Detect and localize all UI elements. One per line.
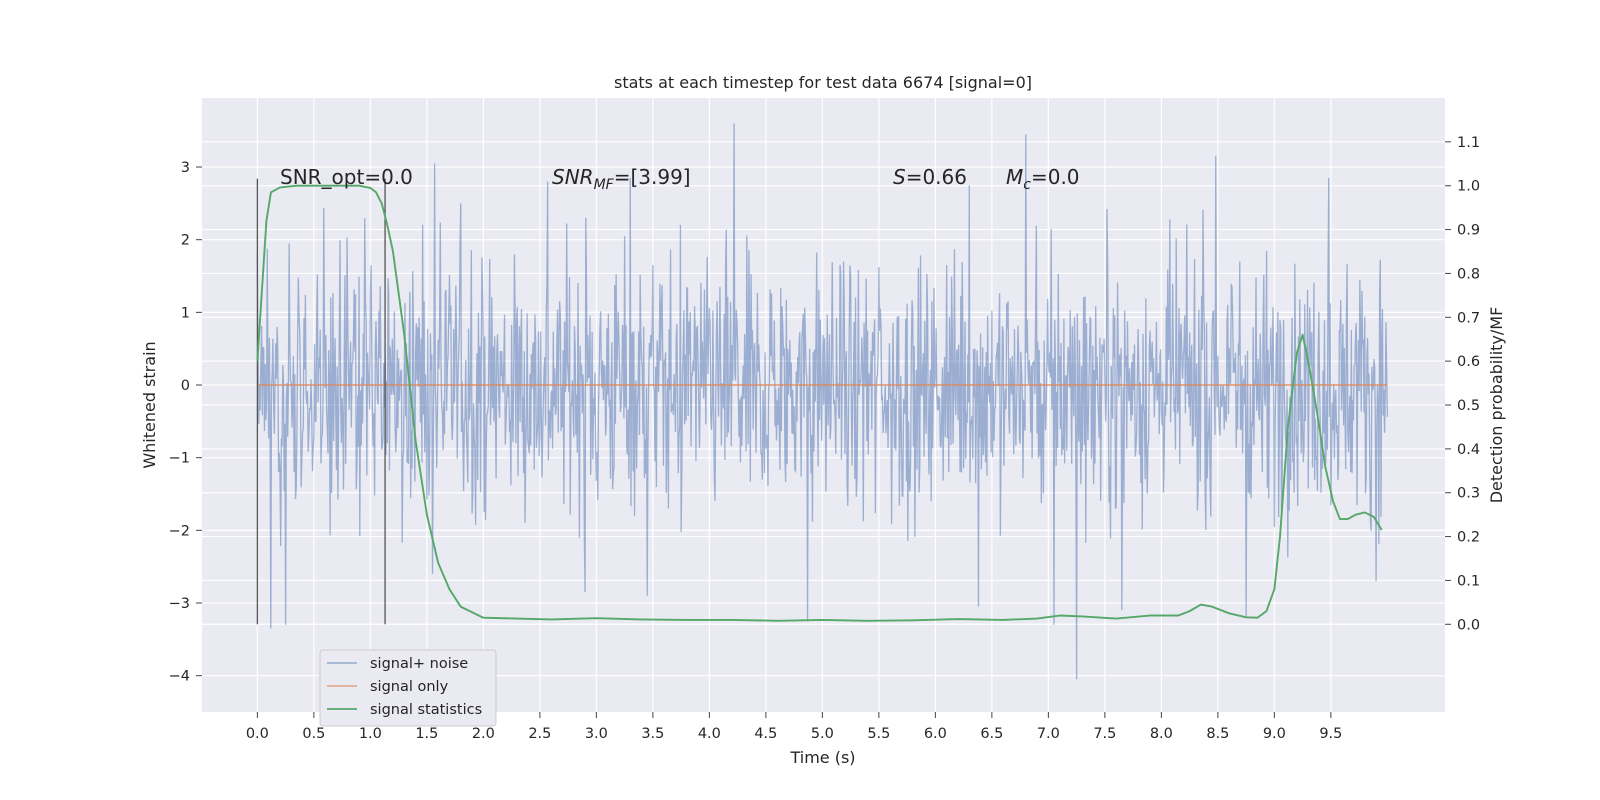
y-right-tick-label: 0.7 [1457,310,1480,326]
x-tick-label: 1.5 [415,726,438,742]
x-tick-label: 6.5 [980,726,1003,742]
legend: signal+ noise signal only signal statist… [319,649,497,727]
x-tick-label: 9.5 [1319,726,1342,742]
x-tick-label: 3.5 [641,726,664,742]
x-tick-label: 5.0 [811,726,834,742]
x-tick-label: 0.5 [302,726,325,742]
annotation-snr-opt: SNR_opt=0.0 [280,165,413,189]
y-right-tick-label: 1.1 [1457,135,1480,151]
x-tick-label: 3.0 [585,726,608,742]
annotation-s: S=0.66 [893,165,967,189]
y-right-tick-label: 1.0 [1457,179,1480,195]
y-right-tick-label: 0.1 [1457,573,1480,589]
x-tick-label: 8.5 [1206,726,1229,742]
x-tick-label: 2.0 [472,726,495,742]
y-left-tick-label: −1 [169,451,190,467]
x-axis-label: Time (s) [789,748,855,767]
chart-title: stats at each timestep for test data 667… [614,73,1032,92]
y-left-tick-label: 3 [181,160,190,176]
y-right-tick-label: 0.8 [1457,266,1480,282]
x-tick-label: 8.0 [1150,726,1173,742]
x-tick-label: 1.0 [359,726,382,742]
legend-label-signal-only: signal only [370,679,449,695]
x-tick-label: 5.5 [867,726,890,742]
y-left-tick-label: −4 [169,669,190,685]
y-right-tick-label: 0.2 [1457,530,1480,546]
legend-label-signal-statistics: signal statistics [370,702,482,718]
legend-label-signal-plus-noise: signal+ noise [370,656,468,672]
signal-statistics-line [256,184,1383,622]
annotation-mc: Mc=0.0 [1006,165,1080,193]
y-left-tick-label: −3 [169,596,190,612]
x-tick-label: 0.0 [246,726,269,742]
x-tick-label: 4.0 [698,726,721,742]
y-axis-left-label: Whitened strain [140,341,159,468]
y-right-tick-label: 0.5 [1457,398,1480,414]
legend-box [319,649,497,727]
tick-labels: 0.0 0.5 1.0 1.5 2.0 2.5 3.0 3.5 4.0 4.5 5.0 5.5 6.0 6… [169,135,1480,742]
y-left-tick-label: −2 [169,523,190,539]
x-tick-label: 2.5 [528,726,551,742]
y-right-tick-label: 0.4 [1457,442,1480,458]
y-right-tick-label: 0.0 [1457,617,1480,633]
series-signal-statistics [256,184,1383,622]
y-left-tick-label: 2 [181,233,190,249]
x-tick-label: 7.0 [1037,726,1060,742]
grid-lines [202,98,1445,712]
x-tick-label: 7.5 [1093,726,1116,742]
x-tick-label: 4.5 [754,726,777,742]
y-right-tick-label: 0.9 [1457,223,1480,239]
y-right-tick-label: 0.3 [1457,486,1480,502]
y-left-tick-label: 1 [181,305,190,321]
y-axis-right-label: Detection probability/MF [1487,307,1506,504]
annotation-snr-mf: SNRMF=[3.99] [552,165,691,193]
y-right-tick-label: 0.6 [1457,354,1480,370]
x-tick-label: 9.0 [1263,726,1286,742]
x-tick-label: 6.0 [924,726,947,742]
y-left-tick-label: 0 [181,378,190,394]
vertical-markers [256,178,386,625]
